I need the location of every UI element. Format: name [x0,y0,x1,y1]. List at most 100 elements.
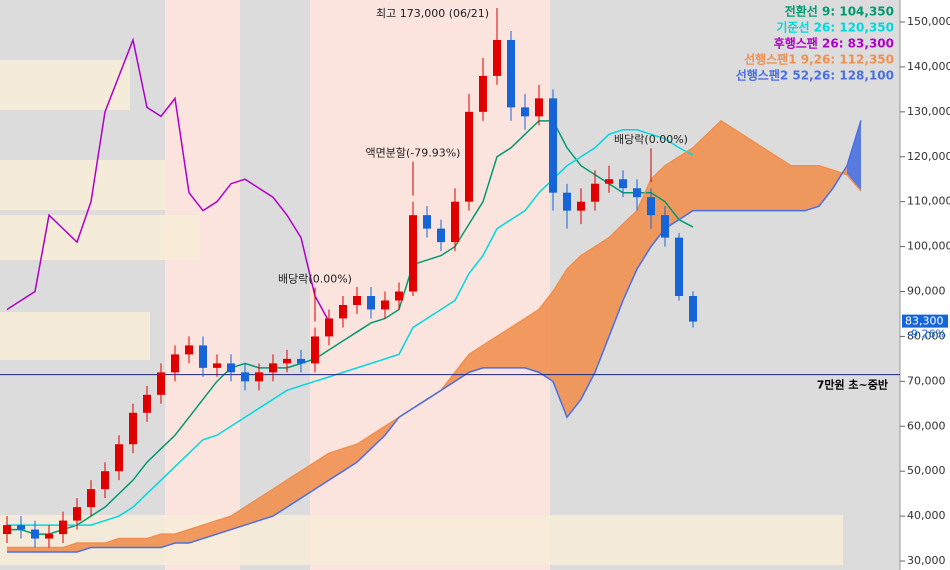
cloud [721,120,735,211]
cloud [847,120,861,192]
cloud [35,547,49,553]
note-box [0,215,200,260]
cloud [329,448,343,481]
reference-label: 7만원 초~중반 [817,378,888,392]
cloud [553,269,567,418]
candle-body [73,507,81,521]
cloud [315,453,329,490]
cloud [119,538,133,548]
cloud [777,156,791,211]
candle-body [661,215,669,238]
candle-body [269,363,277,373]
cloud [301,462,315,499]
period-band [165,0,240,570]
cloud [735,129,749,211]
candle-body [437,228,445,243]
candle-body [213,363,221,368]
candle-body [339,304,347,319]
cloud [63,543,77,553]
cloud [511,318,525,368]
cloud [805,165,819,211]
cloud [49,547,63,553]
cloud [623,210,637,301]
candle-body [549,98,557,193]
note-box [0,160,165,210]
cloud [483,336,497,368]
candle-body [311,336,319,364]
candle-body [3,525,11,535]
candle-body [465,111,473,202]
legend-entry: 선행스팬1 9,26: 112,350 [744,52,894,67]
cloud [581,246,595,400]
cloud [343,444,357,472]
cloud [273,480,287,517]
candle-body [353,296,361,305]
legend-entry: 후행스팬 26: 83,300 [774,36,894,51]
candle-body [591,183,599,202]
cloud [161,534,175,548]
candle-body [689,296,697,322]
candle-body [647,197,655,216]
candle-body [367,296,375,310]
candle-body [143,394,151,413]
candle-body [283,358,291,364]
candle-body [115,444,123,472]
candle-body [45,534,53,539]
cloud [665,156,679,229]
cloud [77,543,91,553]
candle-body [87,489,95,508]
annotation: 배당락(0.00%) [614,133,688,146]
cloud [105,538,119,548]
candle-body [535,98,543,117]
y-tick-label: 110,000 [907,195,950,208]
y-tick-label: 100,000 [907,240,950,253]
candle-body [101,471,109,490]
cloud [91,543,105,548]
candle-body [479,75,487,112]
candle-body [605,179,613,184]
candle-body [31,529,39,539]
indicator-line [7,120,694,535]
candle-body [563,192,571,211]
candle-body [17,525,25,530]
candle-body [241,372,249,382]
y-tick-label: 80,000 [907,329,946,342]
candle-body [297,358,305,364]
axis-background [900,0,950,570]
candle-body [395,291,403,301]
cloud [763,147,777,211]
cloud [175,529,189,544]
indicator-line [7,129,694,526]
cloud [693,134,707,211]
cloud [357,435,371,463]
candle-body [675,237,683,297]
cloud [231,507,245,530]
y-tick-label: 60,000 [907,419,946,432]
cloud [749,138,763,211]
cloud [707,120,721,211]
cloud [371,426,385,449]
candle-body [577,201,585,211]
candle-body [185,345,193,355]
candle-body [409,215,417,292]
cloud [679,147,693,220]
candle-body [171,354,179,373]
y-tick-label: 50,000 [907,464,946,477]
y-tick-label: 130,000 [907,105,950,118]
y-tick-label: 40,000 [907,509,946,522]
candle-body [619,179,627,189]
note-box [0,60,130,110]
price-tag-label: 83,300 [905,315,944,328]
candle-body [325,318,333,337]
candle-body [255,372,263,382]
candle-body [507,39,515,108]
legend-entry: 선행스팬2 52,26: 128,100 [736,68,894,83]
y-tick-label: 120,000 [907,150,950,163]
price-tag [902,314,948,328]
y-tick-label: 140,000 [907,60,950,73]
note-box [0,312,150,360]
indicator-line [6,37,330,322]
candle-body [129,412,137,445]
y-tick-label: 30,000 [907,554,946,567]
